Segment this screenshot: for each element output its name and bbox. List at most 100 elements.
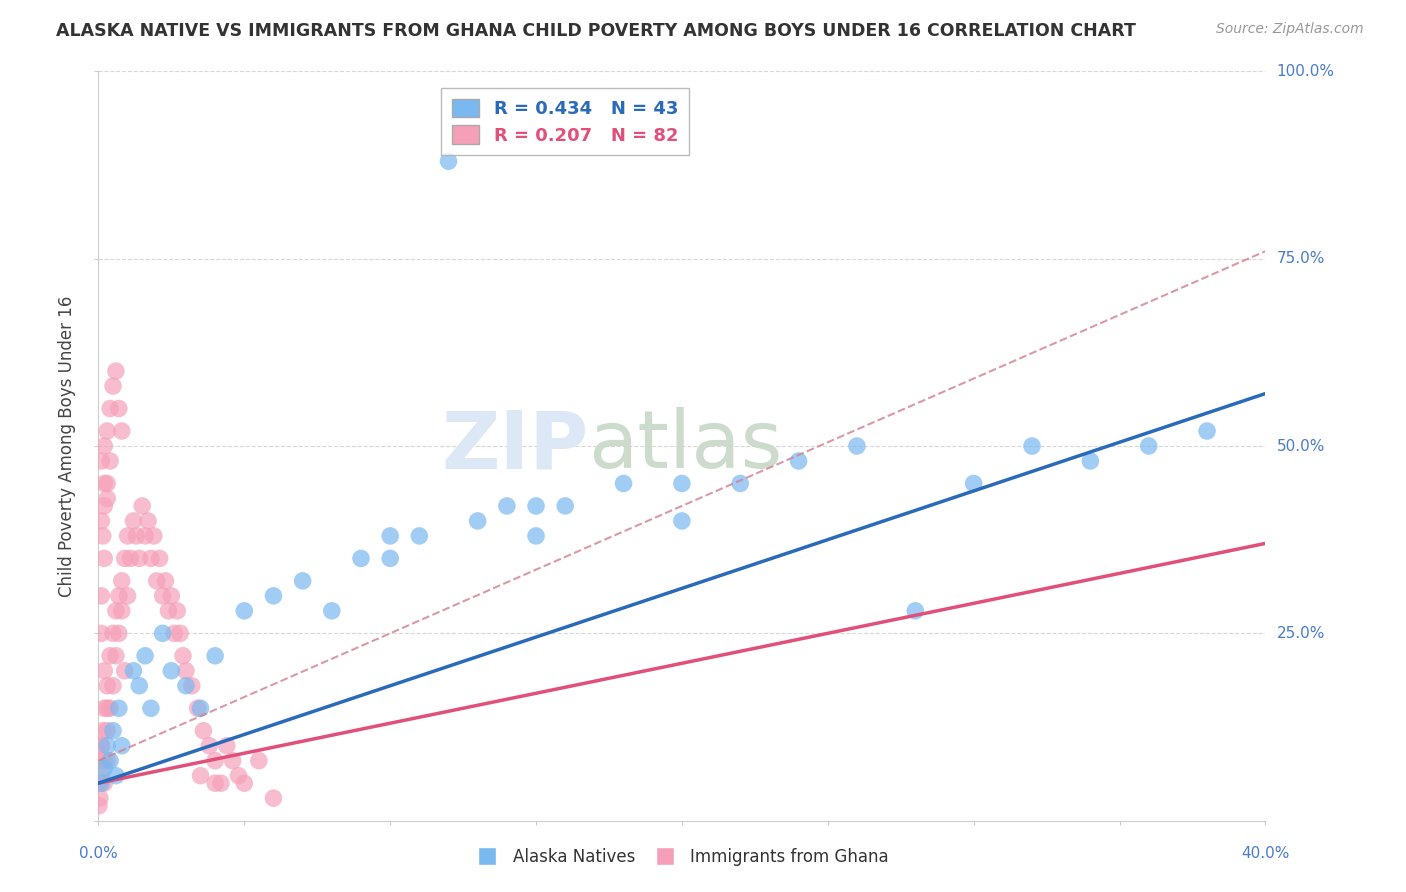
Point [730, 476, 752, 491]
Point [90, 589, 112, 603]
Point [111, 574, 134, 588]
Point [166, 604, 188, 618]
Text: 0.0%: 0.0% [79, 846, 118, 861]
Point [101, 723, 124, 738]
Point [90, 769, 112, 783]
Point [114, 551, 136, 566]
Point [228, 769, 250, 783]
Point [524, 499, 547, 513]
Point [108, 701, 131, 715]
Point [187, 701, 209, 715]
Point [96, 476, 118, 491]
Y-axis label: Child Poverty Among Boys Under 16: Child Poverty Among Boys Under 16 [58, 295, 76, 597]
Point [190, 769, 212, 783]
Point [111, 604, 134, 618]
Point [496, 499, 519, 513]
Point [233, 604, 256, 618]
Point [155, 574, 177, 588]
Point [96, 754, 118, 768]
Point [380, 529, 402, 543]
Point [787, 454, 810, 468]
Point [89, 791, 111, 805]
Point [96, 701, 118, 715]
Point [117, 529, 139, 543]
Point [524, 529, 547, 543]
Point [108, 626, 131, 640]
Point [139, 701, 162, 715]
Point [291, 574, 314, 588]
Point [169, 626, 191, 640]
Point [91, 723, 114, 738]
Text: Source: ZipAtlas.com: Source: ZipAtlas.com [1216, 22, 1364, 37]
Point [174, 664, 197, 678]
Point [96, 679, 118, 693]
Point [233, 776, 256, 790]
Point [96, 739, 118, 753]
Text: 40.0%: 40.0% [1241, 846, 1289, 861]
Point [128, 679, 150, 693]
Point [117, 589, 139, 603]
Point [204, 776, 226, 790]
Text: atlas: atlas [589, 407, 783, 485]
Point [215, 739, 238, 753]
Point [90, 776, 112, 790]
Point [108, 589, 131, 603]
Point [180, 679, 202, 693]
Point [90, 454, 112, 468]
Point [190, 701, 212, 715]
Point [120, 551, 142, 566]
Point [98, 454, 121, 468]
Point [193, 723, 215, 738]
Point [93, 499, 115, 513]
Point [247, 754, 270, 768]
Point [87, 798, 110, 813]
Point [149, 551, 172, 566]
Point [104, 648, 127, 663]
Point [209, 776, 232, 790]
Point [204, 648, 226, 663]
Point [104, 769, 127, 783]
Text: ZIP: ZIP [441, 407, 589, 485]
Point [204, 754, 226, 768]
Point [104, 604, 127, 618]
Point [962, 476, 984, 491]
Point [1021, 439, 1043, 453]
Point [96, 491, 118, 506]
Point [671, 476, 693, 491]
Point [172, 648, 194, 663]
Point [136, 514, 159, 528]
Point [1080, 454, 1102, 468]
Point [90, 514, 112, 528]
Point [114, 664, 136, 678]
Point [90, 739, 112, 753]
Point [98, 648, 121, 663]
Point [101, 679, 124, 693]
Point [554, 499, 576, 513]
Point [146, 574, 169, 588]
Point [93, 701, 115, 715]
Point [101, 626, 124, 640]
Point [90, 626, 112, 640]
Point [904, 604, 927, 618]
Point [134, 529, 156, 543]
Point [142, 529, 165, 543]
Point [89, 754, 111, 768]
Point [96, 723, 118, 738]
Point [1195, 424, 1218, 438]
Text: ALASKA NATIVE VS IMMIGRANTS FROM GHANA CHILD POVERTY AMONG BOYS UNDER 16 CORRELA: ALASKA NATIVE VS IMMIGRANTS FROM GHANA C… [56, 22, 1136, 40]
Point [139, 551, 162, 566]
Point [128, 551, 150, 566]
Point [93, 664, 115, 678]
Point [160, 589, 183, 603]
Point [321, 604, 343, 618]
Point [93, 476, 115, 491]
Point [671, 514, 693, 528]
Text: 75.0%: 75.0% [1277, 252, 1324, 266]
Point [163, 626, 186, 640]
Point [1137, 439, 1160, 453]
Point [122, 664, 145, 678]
Point [157, 604, 180, 618]
Point [152, 626, 174, 640]
Point [122, 514, 145, 528]
Point [101, 379, 124, 393]
